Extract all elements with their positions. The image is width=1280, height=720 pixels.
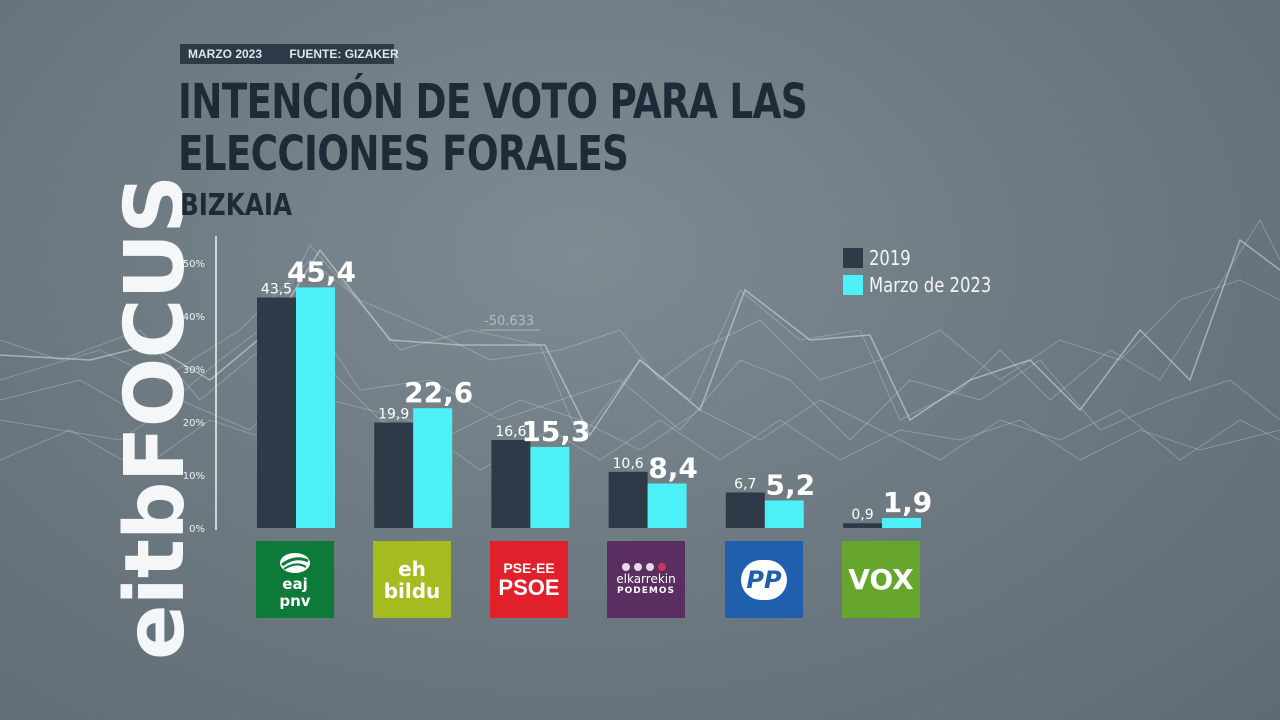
- bar-2023: [530, 446, 570, 528]
- podemos-logo-line2: PODEMOS: [617, 586, 675, 596]
- party-logo-vox: VOX: [842, 541, 920, 618]
- party-logo-pp: PP: [725, 541, 803, 618]
- y-tick-label: 50%: [183, 259, 205, 270]
- bar-2023: [296, 287, 335, 528]
- bar-2019: [374, 422, 414, 528]
- pnv-logo-line2: pnv: [279, 591, 311, 610]
- podemos-logo-line1: elkarrekin: [616, 572, 676, 586]
- y-tick-label: 40%: [183, 312, 205, 323]
- party-logo-pse-ee-psoe: PSE-EE PSOE: [490, 541, 568, 618]
- data-label-2023: 22,6: [404, 376, 473, 409]
- header-date: MARZO 2023: [188, 47, 263, 61]
- bildu-logo-line1: eh: [398, 556, 426, 581]
- data-label-2019: 16,6: [495, 424, 526, 440]
- y-tick-label: 0%: [189, 524, 205, 535]
- legend-item-2023: Marzo de 2023: [843, 271, 1018, 298]
- y-tick-label: 20%: [183, 418, 205, 429]
- legend-item-2019: 2019: [843, 244, 1018, 271]
- podemos-dots-icon: [622, 563, 666, 571]
- chart-legend: 2019 Marzo de 2023: [843, 244, 1018, 298]
- bar-2023: [764, 500, 804, 528]
- legend-label-2019: 2019: [869, 245, 911, 270]
- bildu-logo-line2: bildu: [383, 578, 441, 603]
- data-label-2023: 45,4: [287, 255, 356, 288]
- data-label-2023: 1,9: [883, 486, 933, 519]
- data-label-2019: 10,6: [613, 456, 644, 472]
- data-label-2019: 6,7: [734, 476, 756, 492]
- chart-subtitle: BIZKAIA: [180, 188, 293, 223]
- party-logo-eaj-pnv: eaj pnv: [256, 541, 334, 618]
- bar-2019: [608, 471, 648, 528]
- psoe-logo-line1: PSE-EE: [503, 559, 555, 576]
- y-tick-label: 30%: [183, 365, 205, 376]
- psoe-logo-line2: PSOE: [498, 574, 560, 600]
- data-label-2019: 0,9: [851, 507, 873, 523]
- pnv-logo-line1: eaj: [282, 574, 308, 593]
- party-logo-elkarrekin-podemos: elkarrekin PODEMOS: [607, 541, 685, 618]
- bar-2019: [725, 492, 765, 528]
- vox-logo-text: VOX: [848, 563, 914, 596]
- data-label-2019: 43,5: [261, 281, 292, 297]
- chart-title: INTENCIÓN DE VOTO PARA LAS ELECCIONES FO…: [178, 74, 808, 182]
- bar-2019: [257, 297, 296, 528]
- legend-swatch-2019: [843, 247, 863, 268]
- bar-2023: [413, 408, 453, 528]
- legend-label-2023: Marzo de 2023: [869, 272, 992, 297]
- header-source: FUENTE: GIZAKER: [289, 47, 399, 61]
- pp-logo-text: PP: [741, 559, 787, 600]
- background-value-label: -50.633: [484, 314, 534, 329]
- bar-2019: [843, 523, 882, 528]
- bar-2019: [491, 440, 531, 528]
- bar-2023: [647, 483, 687, 528]
- party-logo-eh-bildu: eh bildu: [373, 541, 451, 618]
- data-label-2023: 15,3: [521, 415, 590, 448]
- legend-swatch-2023: [843, 274, 863, 295]
- header-meta-bar: MARZO 2023 FUENTE: GIZAKER: [180, 44, 399, 64]
- data-label-2023: 8,4: [648, 451, 698, 484]
- data-label-2023: 5,2: [765, 468, 815, 501]
- y-tick-label: 10%: [183, 471, 205, 482]
- bar-2023: [882, 517, 921, 528]
- data-label-2019: 19,9: [378, 407, 409, 423]
- pnv-leaf-icon: [280, 552, 310, 573]
